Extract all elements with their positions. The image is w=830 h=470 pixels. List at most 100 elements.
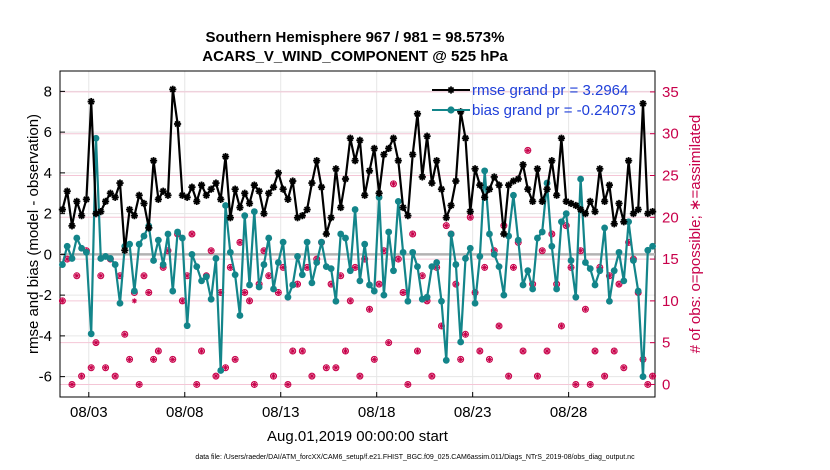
- y-tick-label: -2: [39, 287, 52, 304]
- bias-point: [174, 228, 181, 236]
- legend-rmse-label: rmse grand pr = 3.2964: [472, 82, 628, 99]
- obs-assimilated-point: [534, 373, 541, 379]
- rmse-point: [553, 191, 561, 199]
- obs-possible-point: [389, 180, 397, 188]
- bias-point: [126, 240, 133, 248]
- rmse-point: [164, 191, 172, 199]
- obs-possible-point: [212, 372, 220, 380]
- obs-possible-point: [586, 380, 594, 388]
- rmse-point: [375, 189, 383, 197]
- rmse-point: [495, 181, 503, 189]
- bias-point: [433, 259, 441, 266]
- bias-point: [606, 297, 613, 305]
- y2-tick-label: 0: [662, 376, 670, 393]
- bias-point: [514, 236, 522, 244]
- bias-point: [116, 299, 124, 307]
- rmse-point: [543, 185, 551, 193]
- obs-assimilated-point: [405, 381, 411, 388]
- rmse-point: [250, 181, 258, 189]
- bias-point: [529, 285, 537, 293]
- bias-point: [140, 232, 148, 240]
- obs-possible-point: [154, 347, 162, 355]
- obs-assimilated-point: [299, 348, 305, 354]
- bias-point: [519, 281, 527, 289]
- rmse-point: [245, 199, 254, 208]
- rmse-point: [77, 212, 86, 220]
- bias-point: [596, 267, 604, 275]
- obs-assimilated-point: [213, 373, 219, 379]
- rmse-point: [231, 185, 239, 193]
- bias-point: [318, 238, 325, 246]
- obs-assimilated-point: [650, 373, 656, 379]
- bias-point: [414, 263, 421, 270]
- bias-point: [236, 312, 244, 319]
- rmse-point: [500, 230, 508, 238]
- obs-possible-point: [198, 347, 206, 355]
- rmse-point: [380, 150, 388, 159]
- obs-possible-point: [481, 263, 489, 271]
- rmse-point: [605, 181, 614, 189]
- obs-assimilated-point: [270, 373, 277, 379]
- bias-point: [270, 285, 277, 293]
- rmse-point: [111, 193, 119, 201]
- rmse-point: [346, 134, 354, 142]
- obs-possible-point: [461, 330, 469, 338]
- obs-assimilated-point: [419, 273, 425, 279]
- rmse-point: [308, 179, 316, 187]
- bias-point: [332, 297, 340, 305]
- bias-point: [481, 167, 489, 175]
- bias-point: [639, 373, 647, 381]
- obs-possible-point: [140, 272, 148, 280]
- obs-assimilated-point: [525, 147, 531, 154]
- obs-assimilated-point: [400, 289, 406, 296]
- rmse-point: [101, 197, 110, 205]
- obs-possible-point: [73, 272, 81, 280]
- bias-point: [303, 238, 311, 246]
- bias-point: [577, 175, 585, 183]
- rmse-point: [601, 197, 609, 205]
- rmse-point: [476, 181, 484, 189]
- bias-point: [222, 202, 229, 209]
- obs-assimilated-point: [602, 373, 608, 379]
- rmse-point: [63, 187, 71, 195]
- obs-possible-point: [365, 305, 373, 313]
- bias-point: [351, 206, 359, 213]
- obs-assimilated-point: [59, 298, 65, 304]
- obs-assimilated-point: [136, 381, 142, 388]
- rmse-point: [341, 175, 350, 183]
- obs-assimilated-point: [112, 373, 118, 379]
- rmse-point: [413, 110, 422, 118]
- obs-possible-point: [601, 372, 609, 380]
- obs-possible-point: [68, 380, 76, 388]
- bias-point: [260, 261, 268, 268]
- bias-point: [188, 250, 196, 258]
- bias-point: [284, 293, 292, 301]
- bias-point: [438, 297, 445, 305]
- obs-possible-point: [442, 222, 450, 230]
- x-tick-label: 08/13: [262, 404, 300, 421]
- rmse-point: [217, 195, 225, 203]
- bias-point: [466, 244, 474, 252]
- bias-point: [78, 244, 85, 252]
- rmse-point: [226, 214, 234, 222]
- y2-tick-label: 15: [662, 251, 679, 268]
- obs-assimilated-point: [386, 340, 392, 346]
- x-tick-label: 08/23: [454, 404, 492, 421]
- bias-point: [385, 228, 393, 236]
- obs-possible-point: [533, 372, 541, 380]
- bias-point: [298, 271, 306, 279]
- rmse-point: [154, 195, 162, 203]
- obs-assimilated-point: [506, 373, 512, 379]
- obs-assimilated-point: [194, 381, 200, 388]
- obs-assimilated-point: [366, 306, 373, 312]
- plot-frame: [59, 70, 656, 398]
- rmse-point: [452, 177, 460, 185]
- obs-possible-point: [342, 347, 350, 355]
- rmse-point: [313, 157, 321, 165]
- obs-possible-point: [289, 347, 297, 355]
- bias-point: [495, 263, 503, 270]
- obs-possible-point: [78, 372, 86, 380]
- bias-point: [380, 291, 388, 299]
- rmse-point: [615, 199, 623, 208]
- obs-assimilated-point: [616, 281, 622, 287]
